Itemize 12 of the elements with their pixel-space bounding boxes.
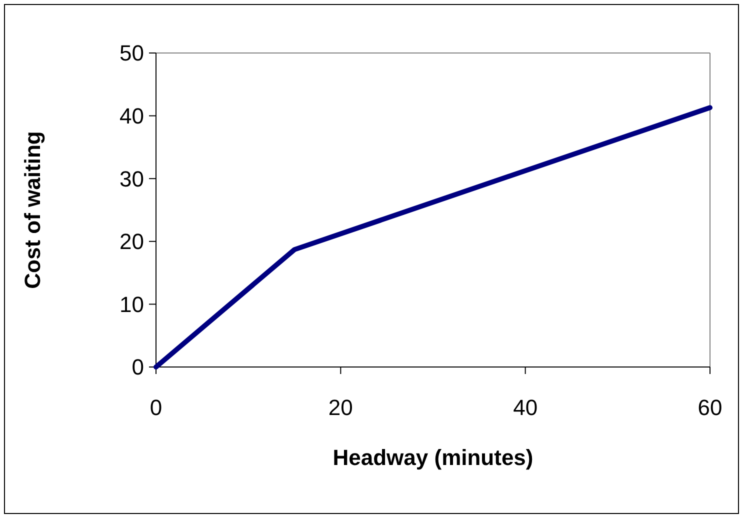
x-tick-label: 40 bbox=[513, 395, 538, 420]
x-tick-label: 20 bbox=[328, 395, 353, 420]
y-tick-label: 40 bbox=[120, 104, 144, 128]
y-tick-label: 10 bbox=[120, 292, 144, 317]
y-tick-label: 20 bbox=[120, 229, 144, 254]
x-tick-label: 0 bbox=[150, 395, 162, 420]
x-tick-label: 60 bbox=[698, 395, 722, 420]
y-tick-label: 30 bbox=[120, 166, 144, 192]
y-tick-label: 0 bbox=[132, 354, 144, 380]
y-tick-label: 50 bbox=[120, 40, 144, 66]
y-axis-title: Cost of waiting bbox=[20, 131, 45, 289]
x-axis-title: Headway (minutes) bbox=[332, 445, 534, 470]
